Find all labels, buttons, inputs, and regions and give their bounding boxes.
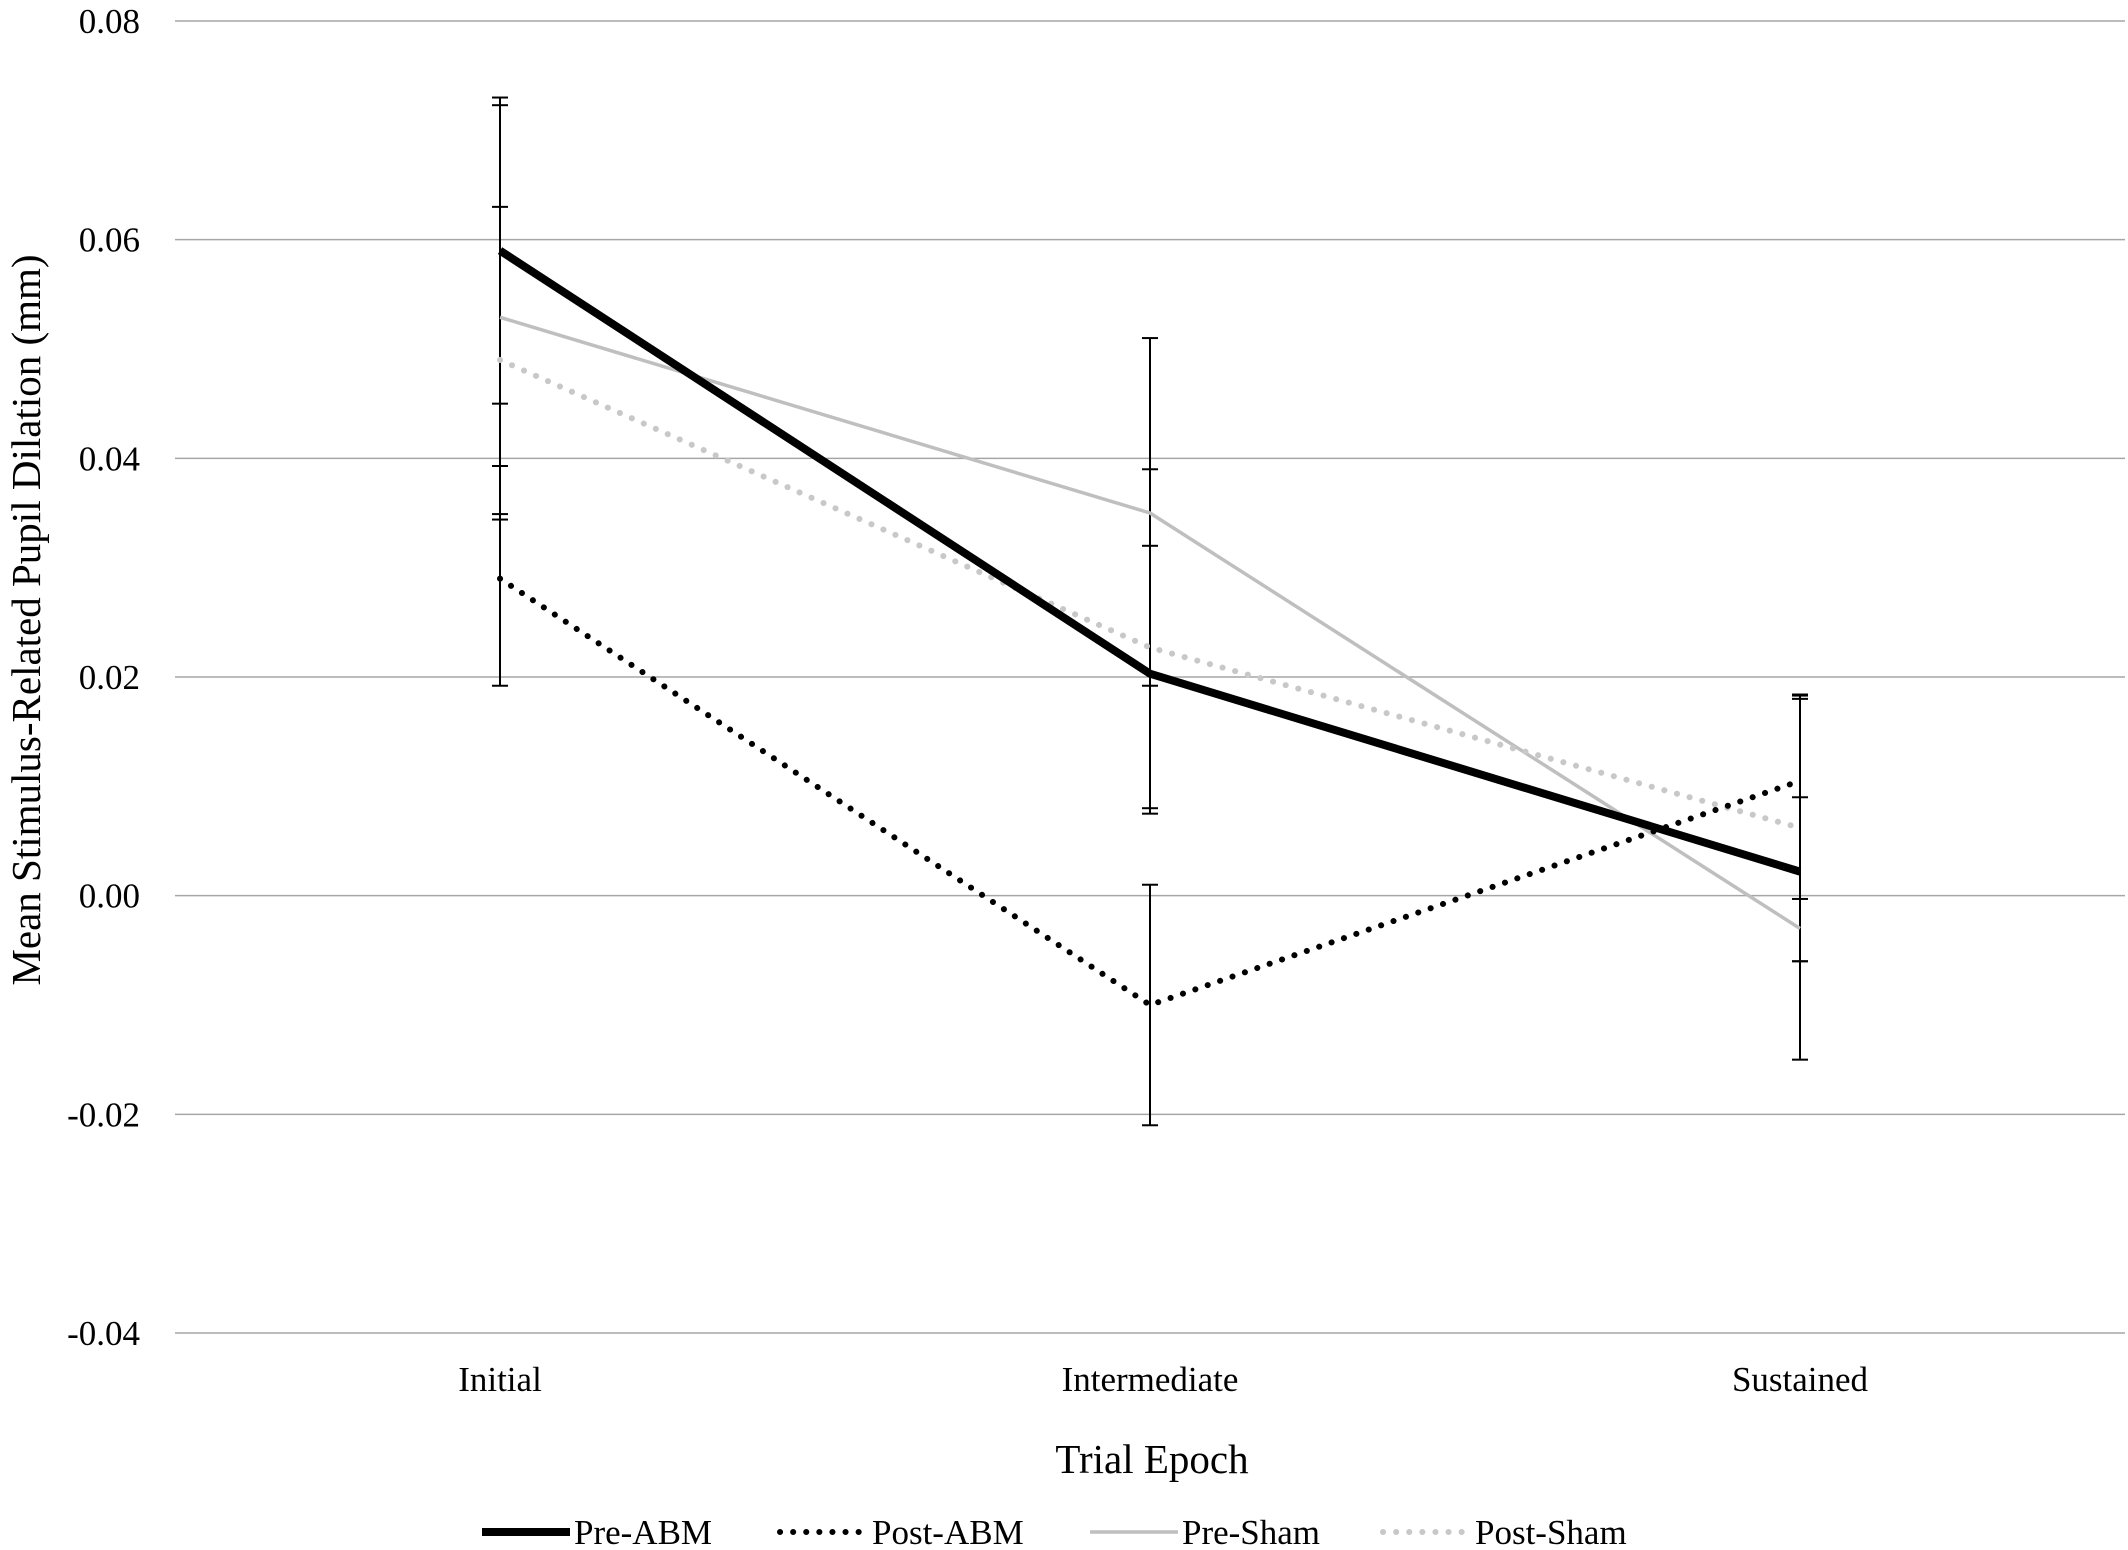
x-axis-category-labels: Initial Intermediate Sustained [458, 1360, 1868, 1399]
y-tick-label: 0.06 [79, 221, 140, 260]
x-axis-title: Trial Epoch [1055, 1436, 1248, 1482]
series-line-post-sham [497, 356, 1803, 831]
legend-label: Post-Sham [1475, 1513, 1627, 1550]
y-axis-tick-labels: -0.04 -0.02 0.00 0.02 0.04 0.06 0.08 [67, 2, 140, 1353]
legend-label: Pre-Sham [1182, 1513, 1320, 1550]
y-axis-title: Mean Stimulus-Related Pupil Dilation (mm… [3, 254, 49, 985]
x-category-label: Initial [458, 1360, 542, 1399]
y-tick-label: 0.08 [79, 2, 140, 41]
y-tick-label: 0.04 [79, 439, 140, 478]
legend-label: Post-ABM [872, 1513, 1024, 1550]
series-line-pre-sham [499, 315, 1801, 930]
legend-label: Pre-ABM [574, 1513, 712, 1550]
y-tick-label: -0.02 [67, 1095, 140, 1134]
legend: Pre-ABM Post-ABM Pre-Sham Post-Sham [482, 1513, 1627, 1550]
error-bars [492, 96, 1808, 1127]
y-tick-label: -0.04 [67, 1314, 140, 1353]
series-line-post-abm [497, 575, 1803, 1008]
y-tick-label: 0.02 [79, 658, 140, 697]
series-lines [497, 247, 1803, 1008]
x-category-label: Intermediate [1062, 1360, 1239, 1399]
x-category-label: Sustained [1732, 1360, 1869, 1399]
series-line-pre-abm [497, 247, 1802, 876]
y-tick-label: 0.00 [79, 877, 140, 916]
